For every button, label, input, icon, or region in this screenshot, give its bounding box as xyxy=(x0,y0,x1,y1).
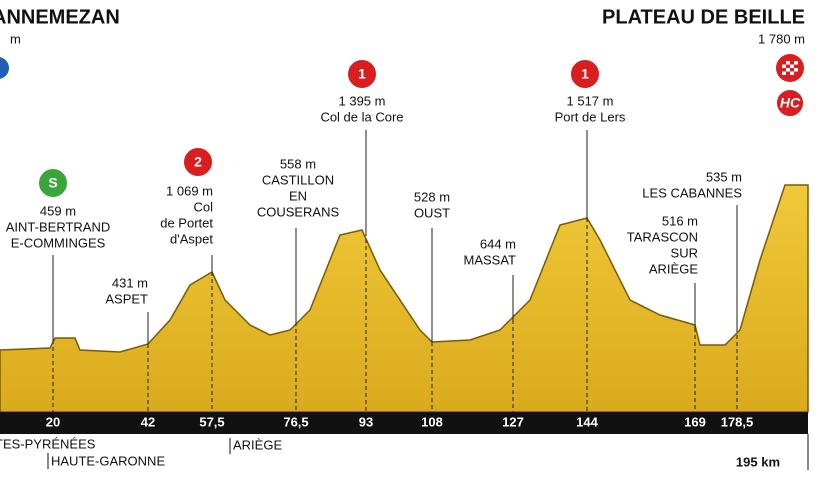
km-label: 57,5 xyxy=(199,414,224,429)
finish-category: HC xyxy=(780,95,801,111)
region: HAUTE-GARONNE xyxy=(51,453,165,468)
start-name: ANNEMEZAN xyxy=(0,6,120,28)
altitude: 644 m xyxy=(480,236,516,251)
start-altitude: m xyxy=(10,31,21,46)
km-label: 178,5 xyxy=(721,414,754,429)
category-badge xyxy=(346,58,378,90)
place-name: SUR xyxy=(671,245,698,260)
place-name: ASPET xyxy=(105,291,148,306)
altitude: 528 m xyxy=(414,189,450,204)
place-name: Col xyxy=(193,199,213,214)
km-label: 169 xyxy=(684,414,706,429)
place-name: d'Aspet xyxy=(170,231,213,246)
place-name: LES CABANNES xyxy=(642,185,742,200)
category: 1 xyxy=(358,66,366,82)
category-badge xyxy=(37,167,69,199)
finish-name: PLATEAU DE BEILLE xyxy=(602,6,805,28)
place-name: Col de la Core xyxy=(320,109,403,124)
category-badge xyxy=(182,146,214,178)
place-name: MASSAT xyxy=(464,252,517,267)
place-name: AINT-BERTRAND xyxy=(6,219,111,234)
km-label: 127 xyxy=(502,414,524,429)
altitude: 558 m xyxy=(280,156,316,171)
finish-category-badge xyxy=(775,88,805,118)
km-label: 93 xyxy=(359,414,373,429)
place-name: CASTILLON xyxy=(262,172,334,187)
category-badge xyxy=(569,58,601,90)
km-label: 42 xyxy=(141,414,155,429)
place-name: EN xyxy=(289,188,307,203)
altitude: 535 m xyxy=(706,169,742,184)
profile xyxy=(0,184,809,413)
place-name: TARASCON xyxy=(627,229,698,244)
checkered-flag xyxy=(782,61,798,75)
checkered-pattern xyxy=(782,61,798,75)
altitude: 1 395 m xyxy=(339,93,386,108)
altitude: 431 m xyxy=(112,275,148,290)
total-distance: 195 km xyxy=(736,454,780,469)
place-name: COUSERANS xyxy=(257,204,340,219)
altitude: 1 069 m xyxy=(166,183,213,198)
km-label: 144 xyxy=(576,414,598,429)
km-label: 20 xyxy=(46,414,60,429)
region: ARIÈGE xyxy=(233,437,282,452)
finish-altitude: 1 780 m xyxy=(758,31,805,46)
altitude: 459 m xyxy=(40,203,76,218)
place-name: de Portet xyxy=(160,215,213,230)
place-name: E-COMMINGES xyxy=(11,235,106,250)
place-name: ARIÈGE xyxy=(649,261,698,276)
km-band xyxy=(0,412,808,434)
start-badge xyxy=(0,57,9,79)
altitude: 516 m xyxy=(662,213,698,228)
category: S xyxy=(48,175,57,191)
km-label: 76,5 xyxy=(283,414,308,429)
category: 2 xyxy=(194,154,202,170)
category: 1 xyxy=(581,66,589,82)
region: TES-PYRÉNÉES xyxy=(0,436,96,451)
place-name: OUST xyxy=(414,205,450,220)
place-name: Port de Lers xyxy=(555,109,626,124)
km-label: 108 xyxy=(421,414,443,429)
altitude: 1 517 m xyxy=(567,93,614,108)
